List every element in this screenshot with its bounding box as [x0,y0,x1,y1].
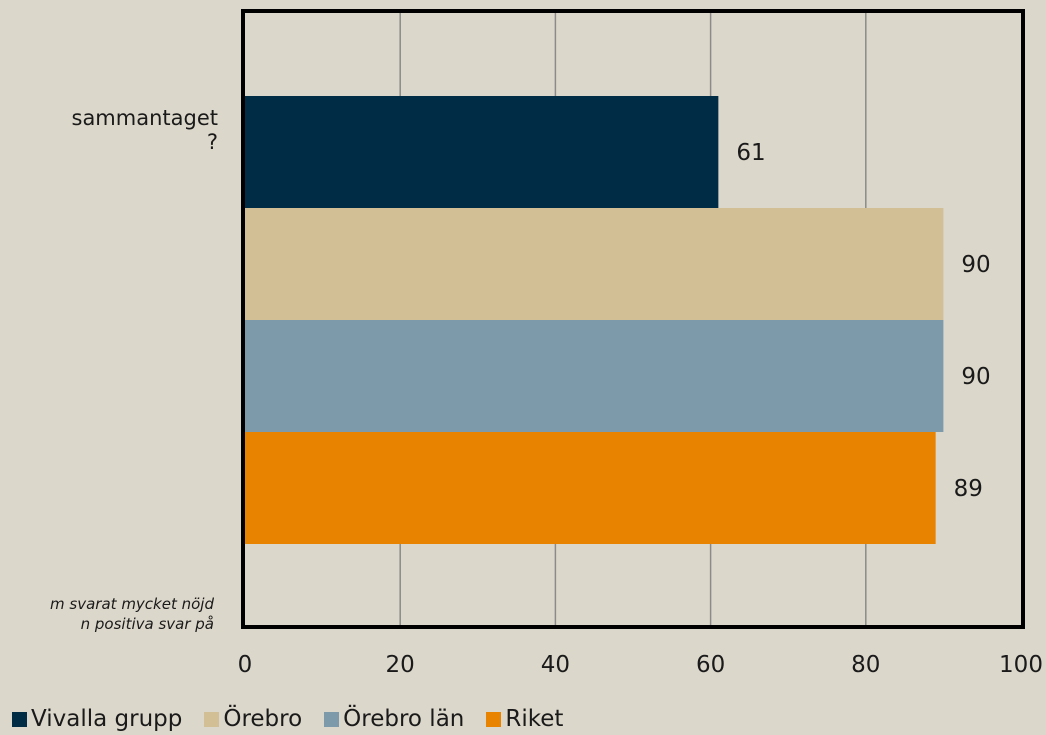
legend-label: Örebro län [343,706,465,732]
data-label: 89 [954,476,983,502]
x-tick-label: 0 [238,652,253,678]
legend-label: Örebro [223,706,303,732]
legend-swatch [204,711,220,727]
bar-örebro-län [245,320,944,432]
legend-swatch [324,711,340,727]
chart-legend: Vivalla grupp Örebro Örebro län Riket [12,704,563,734]
plot-area-border [241,9,1025,629]
x-tick-label: 100 [999,652,1043,678]
legend-item: Örebro län [324,704,464,734]
x-tick-label: 40 [541,652,570,678]
question-text-fragment: sammantaget ? [71,106,219,154]
bar-chart: 61 90 90 89 0 20 40 60 80 100 [238,9,1043,678]
bars [245,96,944,544]
legend-item: Riket [486,704,563,734]
legend-swatch [12,711,27,727]
x-tick-label: 60 [696,652,725,678]
x-tick-label: 20 [386,652,415,678]
legend-label: Riket [505,706,564,732]
data-label: 61 [736,140,765,166]
bar-riket [245,432,936,544]
bar-vivalla-grupp [245,96,719,208]
legend-item: Vivalla grupp [12,704,182,734]
legend-swatch [486,711,502,727]
data-label: 90 [961,252,990,278]
x-axis-tick-labels: 0 20 40 60 80 100 [238,652,1043,678]
data-labels: 61 90 90 89 [736,140,990,502]
x-tick-label: 80 [851,652,880,678]
legend-item: Örebro [204,704,302,734]
footnote-text-fragment: m svarat mycket nöjd n positiva svar på [50,595,214,633]
bar-örebro [245,208,944,320]
legend-label: Vivalla grupp [31,706,183,732]
data-label: 90 [961,364,990,390]
